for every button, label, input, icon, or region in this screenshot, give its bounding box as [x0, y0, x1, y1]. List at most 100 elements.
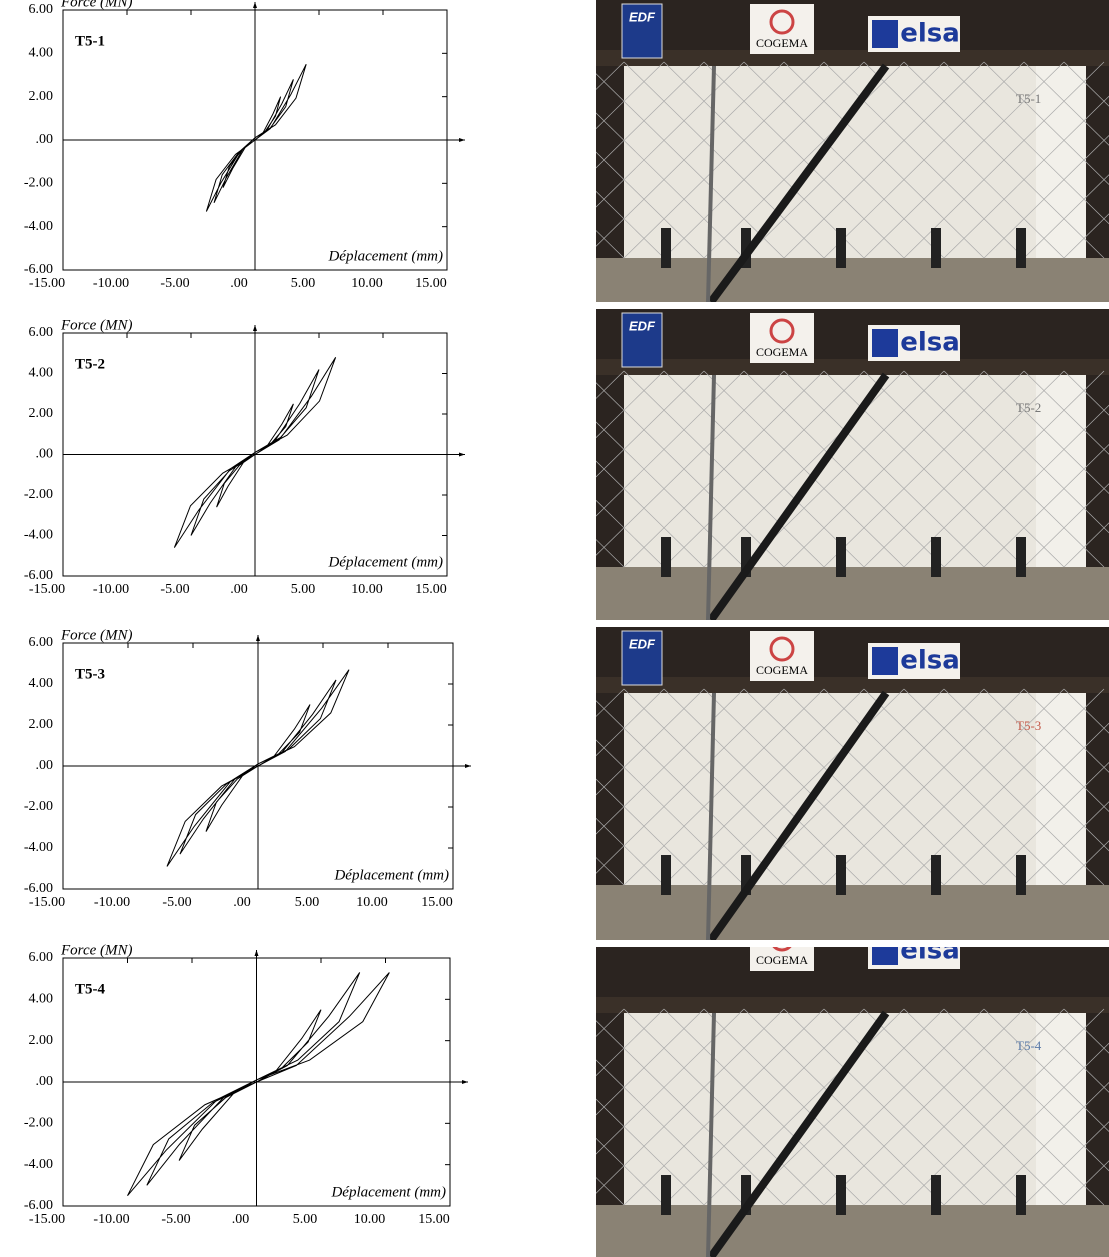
top-beam — [596, 677, 1109, 693]
diagonal-brace — [707, 63, 890, 302]
chart-panel: 6.00 4.00 2.00 .00 -2.00 -4.00 -6.00-15.00 -10.… — [24, 0, 465, 291]
x-tick-label: 15.00 — [418, 1212, 450, 1227]
diagonal-brace — [707, 690, 890, 940]
crack — [596, 61, 625, 90]
crack — [596, 499, 665, 568]
crack — [983, 135, 1109, 259]
x-tick-label: .00 — [230, 276, 248, 291]
anchor-bolt — [931, 1175, 941, 1215]
y-tick-label: 4.00 — [29, 366, 54, 381]
y-tick-label: -6.00 — [24, 881, 53, 896]
vertical-rod — [706, 692, 716, 940]
anchor-bolt — [741, 1175, 751, 1215]
x-tick-label: -15.00 — [29, 895, 65, 910]
crack — [596, 370, 785, 556]
crack — [596, 370, 745, 517]
logo-flag — [872, 647, 898, 675]
y-axis-arrow — [253, 2, 257, 8]
crack — [783, 370, 985, 568]
diagonal-brace — [707, 1010, 890, 1257]
crack — [983, 762, 1109, 886]
x-axis-arrow — [462, 1080, 468, 1084]
anchor-bolt — [931, 855, 941, 895]
y-tick-label: 2.00 — [29, 89, 54, 104]
crack — [1023, 1008, 1109, 1093]
pillar — [1036, 62, 1086, 262]
chart-panel: 6.00 4.00 2.00 .00 -2.00 -4.00 -6.00-15.00 -10.… — [24, 942, 468, 1227]
specimen-label: T5-4 — [1016, 1038, 1042, 1053]
y-axis-label: Force (MN) — [60, 0, 133, 10]
x-tick-label: -10.00 — [93, 582, 129, 597]
y-tick-label: -4.00 — [24, 219, 53, 234]
crack — [596, 61, 705, 169]
crack — [596, 857, 625, 886]
x-tick-label: .00 — [230, 582, 248, 597]
x-tick-label: 10.00 — [354, 1212, 386, 1227]
crack — [623, 1008, 825, 1206]
x-tick-label: -10.00 — [94, 895, 130, 910]
x-tick-label: -10.00 — [93, 1212, 129, 1227]
x-tick-label: .00 — [233, 895, 251, 910]
crack — [743, 61, 945, 259]
crack — [823, 61, 1025, 259]
anchor-bolt — [741, 855, 751, 895]
crack — [703, 61, 905, 259]
anchor-bolt — [1016, 1175, 1026, 1215]
y-tick-label: .00 — [36, 447, 54, 462]
crack — [596, 1008, 665, 1077]
pillar — [1036, 1009, 1086, 1209]
crack — [903, 1008, 1105, 1206]
y-tick-label: -2.00 — [24, 176, 53, 191]
crack — [743, 1008, 945, 1206]
crack — [1063, 213, 1109, 259]
x-tick-label: 10.00 — [351, 276, 383, 291]
crack — [384, 62, 584, 258]
vertical-rod — [706, 374, 716, 620]
x-tick-label: 5.00 — [291, 582, 316, 597]
crack — [823, 688, 1025, 886]
crack — [1063, 688, 1109, 734]
crack — [596, 370, 665, 439]
crack — [783, 688, 985, 886]
anchor-bolt — [836, 855, 846, 895]
x-tick-label: 5.00 — [293, 1212, 318, 1227]
y-axis-arrow — [256, 635, 260, 641]
crack — [623, 688, 825, 886]
logo-box — [621, 3, 663, 59]
test-photo: EDF COGEMA elsa T5-1 — [384, 0, 1109, 302]
crack — [384, 689, 584, 885]
y-tick-label: 6.00 — [29, 325, 54, 340]
crack — [703, 370, 905, 568]
crack — [943, 404, 1109, 568]
hysteresis-curve — [173, 357, 337, 548]
crack — [983, 444, 1109, 568]
crack — [1023, 801, 1109, 886]
hysteresis-curve — [205, 63, 307, 212]
floor-beam — [596, 567, 1109, 620]
crack — [943, 722, 1109, 886]
anchor-bolt — [661, 228, 671, 268]
y-tick-label: 6.00 — [29, 635, 54, 650]
crack — [983, 1082, 1109, 1206]
specimen-label: T5-3 — [1016, 718, 1041, 733]
diagonal-brace — [707, 372, 890, 620]
logo-flag — [872, 329, 898, 357]
crack — [596, 1008, 705, 1116]
crack — [1063, 522, 1109, 568]
x-axis-arrow — [459, 138, 465, 142]
logo-text: EDF — [629, 9, 656, 24]
y-tick-label: -6.00 — [24, 262, 53, 277]
y-tick-label: .00 — [36, 1074, 54, 1089]
logo-emblem — [769, 9, 795, 35]
y-axis-label: Force (MN) — [60, 942, 133, 958]
y-tick-label: 4.00 — [29, 676, 54, 691]
crack — [384, 62, 584, 258]
crack — [623, 370, 825, 568]
crack — [863, 1008, 1065, 1206]
top-beam — [596, 359, 1109, 375]
crack — [783, 61, 985, 259]
x-tick-label: 10.00 — [356, 895, 388, 910]
chart-panel: 6.00 4.00 2.00 .00 -2.00 -4.00 -6.00-15.00 -10.… — [24, 627, 471, 910]
crack — [596, 61, 785, 247]
pillar — [1036, 689, 1086, 889]
